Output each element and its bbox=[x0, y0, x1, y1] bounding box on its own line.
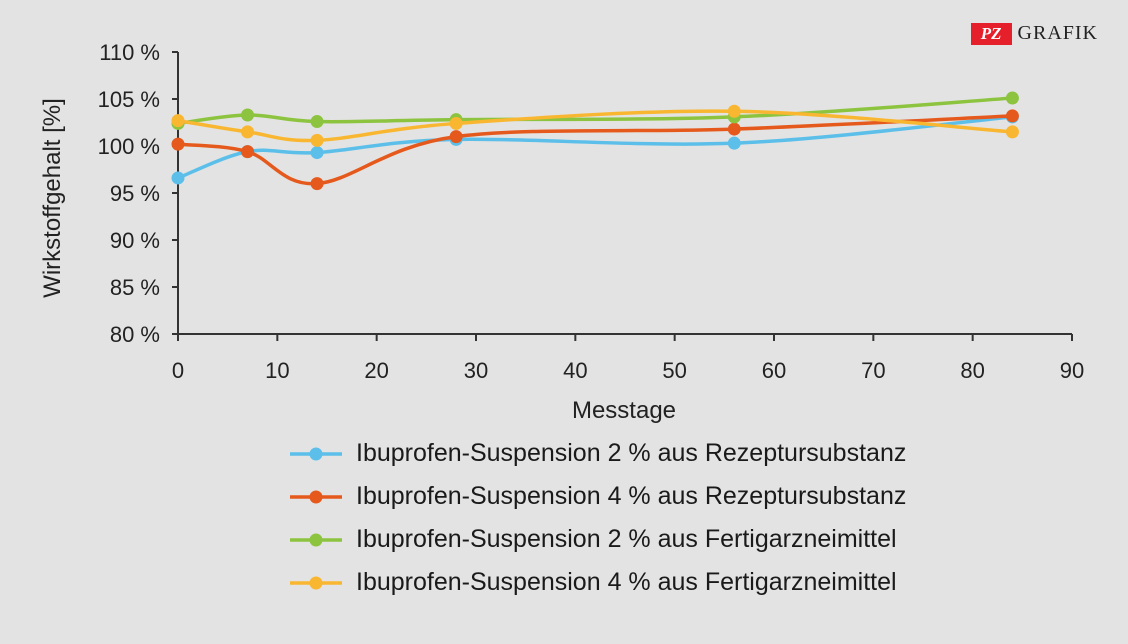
data-point bbox=[727, 136, 741, 150]
data-point bbox=[449, 130, 463, 144]
y-tick-label: 80 % bbox=[110, 322, 160, 347]
series-line bbox=[177, 114, 1013, 186]
data-point bbox=[241, 125, 255, 139]
legend-swatch bbox=[290, 490, 342, 503]
series-line bbox=[177, 115, 1013, 180]
y-tick-label: 95 % bbox=[110, 181, 160, 206]
y-tick-label: 110 % bbox=[99, 40, 160, 65]
axes bbox=[177, 52, 1072, 335]
legend-label: Ibuprofen-Suspension 4 % aus Rezeptursub… bbox=[356, 482, 907, 510]
data-point bbox=[1005, 109, 1019, 123]
series-line bbox=[177, 109, 1013, 143]
data-point bbox=[727, 104, 741, 118]
data-point bbox=[310, 133, 324, 147]
y-tick-label: 105 % bbox=[98, 87, 160, 112]
legend-item: Ibuprofen-Suspension 2 % aus Fertigarzne… bbox=[290, 518, 906, 561]
data-point bbox=[310, 146, 324, 160]
brand-mark: PZ bbox=[970, 22, 1012, 45]
y-tick-label: 85 % bbox=[110, 275, 160, 300]
legend: Ibuprofen-Suspension 2 % aus Rezeptursub… bbox=[290, 432, 906, 604]
series-4 bbox=[171, 104, 1019, 147]
x-tick-label: 0 bbox=[172, 358, 184, 383]
x-tick-label: 50 bbox=[662, 358, 686, 383]
series-2 bbox=[171, 109, 1019, 191]
legend-swatch bbox=[290, 447, 342, 460]
data-point bbox=[171, 137, 185, 151]
tick-labels: 0 10 20 30 40 50 60 70 80 90 80 % 85 % 90 % 95 % 100 %… bbox=[98, 40, 1085, 383]
x-tick-label: 90 bbox=[1060, 358, 1084, 383]
x-tick-label: 30 bbox=[464, 358, 488, 383]
legend-item: Ibuprofen-Suspension 4 % aus Rezeptursub… bbox=[290, 475, 906, 518]
data-point bbox=[171, 114, 185, 128]
data-point bbox=[310, 115, 324, 129]
pz-grafik-logo: PZ GRAFIK bbox=[970, 22, 1098, 45]
x-tick-label: 10 bbox=[265, 358, 289, 383]
x-axis-title: Messtage bbox=[572, 397, 676, 424]
series-3 bbox=[171, 91, 1019, 130]
data-point bbox=[310, 177, 324, 191]
y-tick-label: 90 % bbox=[110, 228, 160, 253]
y-axis-title: Wirkstoffgehalt [%] bbox=[39, 98, 66, 298]
legend-item: Ibuprofen-Suspension 2 % aus Rezeptursub… bbox=[290, 432, 906, 475]
legend-label: Ibuprofen-Suspension 4 % aus Fertigarzne… bbox=[356, 568, 897, 596]
y-tick-label: 100 % bbox=[98, 134, 160, 159]
x-tick-label: 60 bbox=[762, 358, 786, 383]
legend-swatch bbox=[290, 576, 342, 589]
legend-swatch bbox=[290, 533, 342, 546]
x-tick-label: 70 bbox=[861, 358, 885, 383]
data-point bbox=[1005, 91, 1019, 105]
legend-item: Ibuprofen-Suspension 4 % aus Fertigarzne… bbox=[290, 561, 906, 604]
x-tick-label: 20 bbox=[364, 358, 388, 383]
data-point bbox=[241, 145, 255, 159]
data-point bbox=[171, 171, 185, 185]
brand-word: GRAFIK bbox=[1017, 22, 1098, 44]
x-tick-label: 40 bbox=[563, 358, 587, 383]
data-point bbox=[449, 116, 463, 130]
x-tick-label: 80 bbox=[960, 358, 984, 383]
data-point bbox=[727, 122, 741, 136]
legend-label: Ibuprofen-Suspension 2 % aus Rezeptursub… bbox=[356, 439, 907, 467]
legend-label: Ibuprofen-Suspension 2 % aus Fertigarzne… bbox=[356, 525, 897, 553]
data-point bbox=[241, 108, 255, 122]
data-point bbox=[1005, 125, 1019, 139]
series-layer bbox=[171, 91, 1019, 191]
